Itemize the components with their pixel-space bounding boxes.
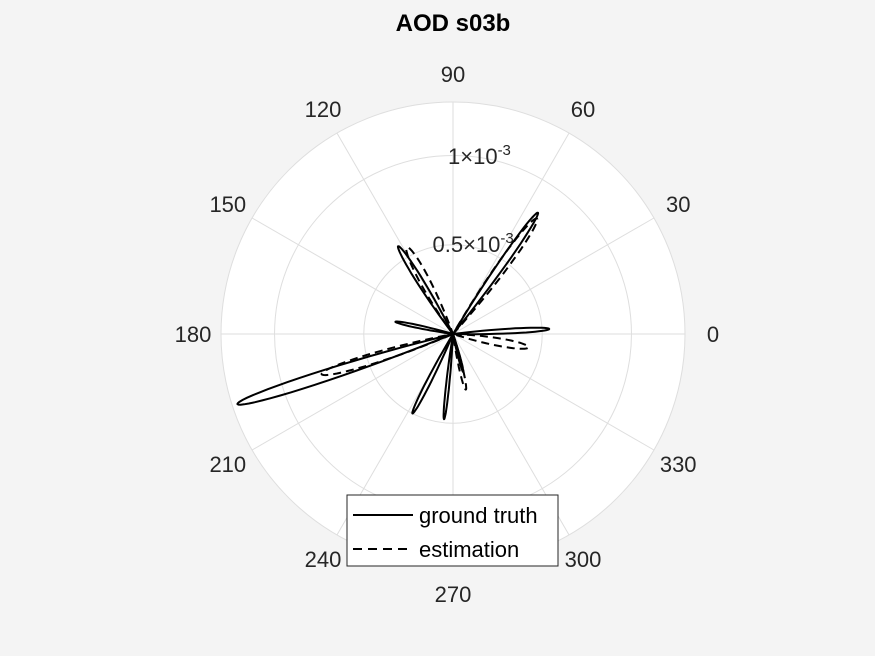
grid-spoke-120 xyxy=(336,132,454,335)
theta-tick-labels: 0 30 60 90 120 150 180 210 240 270 300 330 xyxy=(175,62,719,607)
series-estimation xyxy=(320,217,539,391)
theta-tick-label: 270 xyxy=(435,582,472,607)
theta-tick-label: 180 xyxy=(175,322,212,347)
theta-tick-label: 90 xyxy=(441,62,465,87)
theta-tick-label: 240 xyxy=(305,547,342,572)
theta-tick-label: 330 xyxy=(660,452,697,477)
legend-label-ground-truth: ground truth xyxy=(419,503,538,528)
theta-tick-label: 60 xyxy=(571,97,595,122)
legend-box xyxy=(346,494,559,567)
grid-spoke-210 xyxy=(251,333,454,451)
theta-tick-label: 210 xyxy=(209,452,246,477)
grid-spoke-30 xyxy=(452,217,655,335)
theta-tick-label: 150 xyxy=(209,192,246,217)
legend: ground truth estimation xyxy=(346,494,559,567)
data-series xyxy=(236,211,551,421)
grid-spoke-330 xyxy=(452,333,655,451)
theta-tick-label: 300 xyxy=(565,547,602,572)
radial-tick-label: 0.5×10-3 xyxy=(433,230,514,257)
chart-title: AOD s03b xyxy=(396,10,511,37)
theta-tick-label: 0 xyxy=(707,322,719,347)
legend-label-estimation: estimation xyxy=(419,537,519,562)
theta-tick-label: 30 xyxy=(666,192,690,217)
grid-spoke-150 xyxy=(251,217,454,335)
theta-tick-label: 120 xyxy=(305,97,342,122)
